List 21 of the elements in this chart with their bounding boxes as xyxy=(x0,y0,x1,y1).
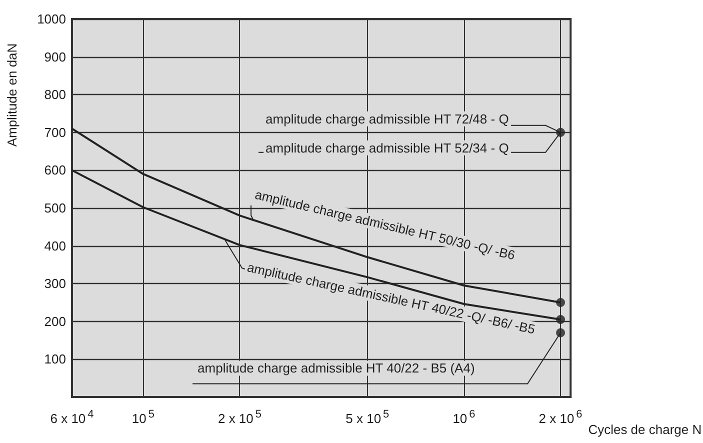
y-tick-label: 800 xyxy=(44,87,66,102)
y-tick-label: 500 xyxy=(44,200,66,216)
y-axis-title: Amplitude en daN xyxy=(4,43,20,147)
y-tick-label: 100 xyxy=(44,352,66,367)
point xyxy=(556,128,566,137)
x-axis-title: Cycles de charge N xyxy=(588,422,702,437)
point xyxy=(556,298,566,307)
y-tick-label: 900 xyxy=(44,49,66,64)
y-tick-label: 300 xyxy=(44,276,66,292)
annotation: amplitude charge admissible HT 40/22 -Q/ -B6/ -B5 xyxy=(246,260,536,337)
y-tick-label: 700 xyxy=(44,124,66,140)
y-tick-label: 1000 xyxy=(37,12,66,26)
annotation: amplitude charge admissible HT 52/34 - Q xyxy=(266,140,509,156)
point xyxy=(556,315,566,324)
y-tick-label: 400 xyxy=(44,238,66,254)
y-tick-label: 200 xyxy=(44,314,66,329)
y-tick-label: 600 xyxy=(44,162,66,178)
annotation: amplitude charge admissible HT 72/48 - Q xyxy=(266,111,509,126)
point xyxy=(556,328,566,338)
annotation: amplitude charge admissible HT 40/22 - B5 (A4) xyxy=(198,360,475,376)
annotation: amplitude charge admissible HT 50/30 -Q/ -B6 xyxy=(254,186,517,263)
